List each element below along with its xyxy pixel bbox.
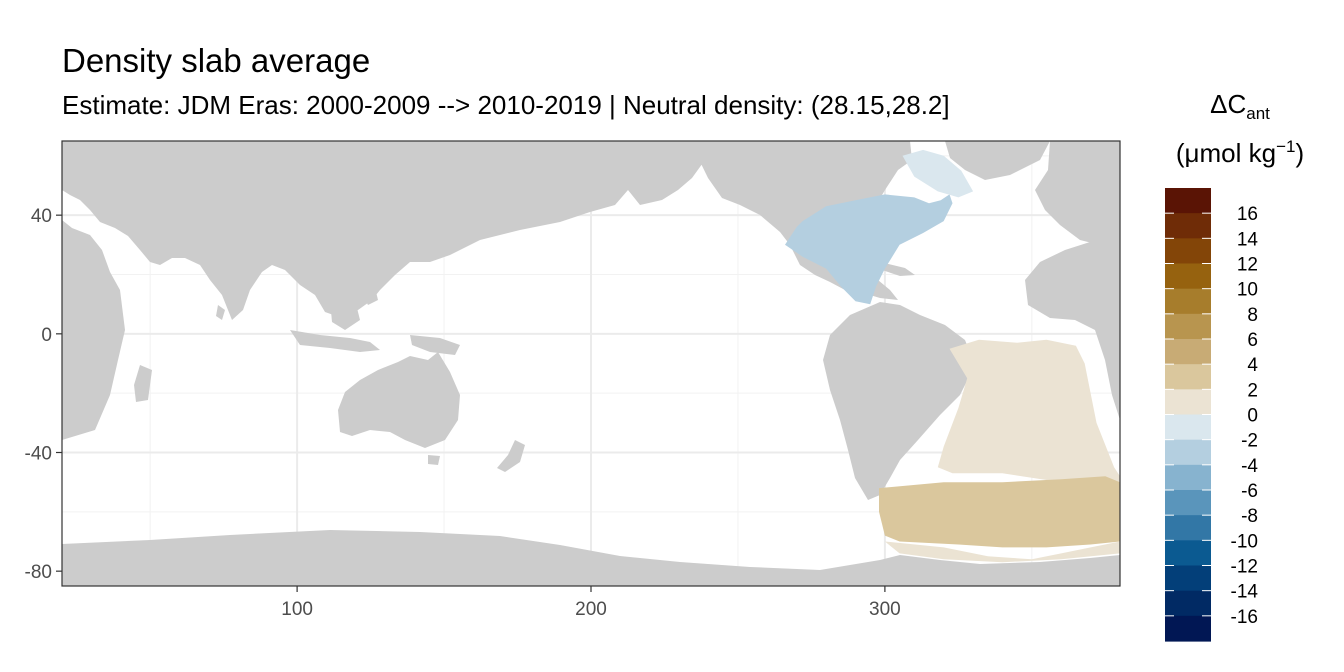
land-africa bbox=[62, 141, 125, 440]
legend-label: -6 bbox=[1241, 481, 1258, 502]
land-japan bbox=[395, 215, 412, 258]
legend-colorbar bbox=[1165, 188, 1211, 642]
legend-swatch bbox=[1165, 263, 1211, 290]
x-tick-label: 200 bbox=[575, 599, 607, 620]
land-europe bbox=[1035, 141, 1120, 245]
land-sri-lanka bbox=[216, 305, 225, 320]
legend-label: 4 bbox=[1247, 355, 1258, 376]
chart-subtitle: Estimate: JDM Eras: 2000-2009 --> 2010-2… bbox=[62, 90, 950, 120]
y-tick-label: 0 bbox=[41, 325, 52, 346]
legend-label: 0 bbox=[1247, 406, 1258, 427]
y-tick-label: 40 bbox=[31, 206, 52, 227]
region-2 bbox=[937, 339, 1120, 497]
legend-swatch bbox=[1165, 540, 1211, 567]
land-philippines bbox=[360, 270, 378, 305]
legend-swatch bbox=[1165, 238, 1211, 265]
legend-label: -16 bbox=[1231, 607, 1258, 628]
legend-swatch bbox=[1165, 364, 1211, 390]
region-1 bbox=[902, 149, 974, 198]
legend-swatch bbox=[1165, 288, 1211, 315]
y-tick-label: -40 bbox=[25, 444, 52, 465]
legend-swatch bbox=[1165, 389, 1211, 416]
legend-unit-base: (μmol kg bbox=[1176, 138, 1276, 168]
land-indonesia bbox=[290, 330, 380, 352]
y-tick-label: -80 bbox=[25, 562, 52, 583]
legend-label: 16 bbox=[1237, 204, 1258, 225]
region-4 bbox=[884, 541, 1120, 563]
delta-cant-regions bbox=[785, 149, 1120, 563]
legend-label: -10 bbox=[1231, 531, 1258, 552]
legend-unit: (μmol kg−1) bbox=[1176, 137, 1304, 168]
legend-label: -2 bbox=[1241, 431, 1258, 452]
land-australia bbox=[338, 352, 460, 448]
land-south-america bbox=[823, 302, 975, 500]
legend-label: 6 bbox=[1247, 330, 1258, 351]
legend-label: 14 bbox=[1237, 229, 1259, 250]
legend-title: ΔCant bbox=[1210, 89, 1270, 123]
x-tick-label: 300 bbox=[869, 599, 901, 620]
legend-swatch bbox=[1165, 188, 1211, 214]
land-new-zealand bbox=[497, 440, 525, 472]
legend-swatch bbox=[1165, 590, 1211, 617]
legend-title-main: ΔC bbox=[1210, 89, 1246, 119]
land-greenland bbox=[945, 141, 1050, 180]
legend-label: -14 bbox=[1231, 582, 1259, 603]
legend-unit-close: ) bbox=[1295, 138, 1304, 168]
land-eurasia bbox=[62, 141, 705, 320]
chart-title: Density slab average bbox=[62, 42, 371, 79]
legend-swatch bbox=[1165, 439, 1211, 466]
land-north-america bbox=[690, 141, 912, 300]
legend-swatch bbox=[1165, 313, 1211, 340]
land-madagascar bbox=[134, 365, 152, 402]
land-borneo bbox=[330, 300, 360, 330]
legend-label: 12 bbox=[1237, 255, 1258, 276]
land-mask bbox=[62, 141, 1120, 586]
legend-swatch bbox=[1165, 339, 1211, 365]
legend-swatch bbox=[1165, 565, 1211, 592]
legend-label: -12 bbox=[1231, 557, 1258, 578]
land-new-guinea bbox=[410, 335, 460, 355]
x-tick-label: 100 bbox=[281, 599, 313, 620]
legend-swatch bbox=[1165, 464, 1211, 491]
legend-label: -8 bbox=[1241, 506, 1258, 527]
legend: ΔCant (μmol kg−1) 16 14 12 10 8 6 4 2 0 -2 -4 -6 -8 -… bbox=[1165, 89, 1304, 642]
legend-title-sub: ant bbox=[1246, 104, 1270, 123]
legend-label: 8 bbox=[1247, 305, 1258, 326]
legend-swatch bbox=[1165, 615, 1211, 642]
legend-swatch bbox=[1165, 490, 1211, 516]
legend-label: 10 bbox=[1237, 280, 1258, 301]
land-west-africa bbox=[1025, 235, 1120, 420]
region-0 bbox=[785, 194, 953, 305]
region-3 bbox=[879, 476, 1120, 548]
land-tasmania bbox=[428, 455, 440, 465]
land-cuba bbox=[880, 262, 915, 276]
legend-swatch bbox=[1165, 515, 1211, 541]
legend-labels: 16 14 12 10 8 6 4 2 0 -2 -4 -6 -8 -10 -12 -14 -16 bbox=[1165, 204, 1258, 628]
legend-swatch bbox=[1165, 213, 1211, 239]
legend-label: 2 bbox=[1247, 380, 1258, 401]
legend-unit-sup: −1 bbox=[1276, 137, 1295, 156]
legend-label: -4 bbox=[1241, 456, 1258, 477]
legend-swatch bbox=[1165, 414, 1211, 441]
land-antarctica bbox=[62, 530, 1120, 586]
